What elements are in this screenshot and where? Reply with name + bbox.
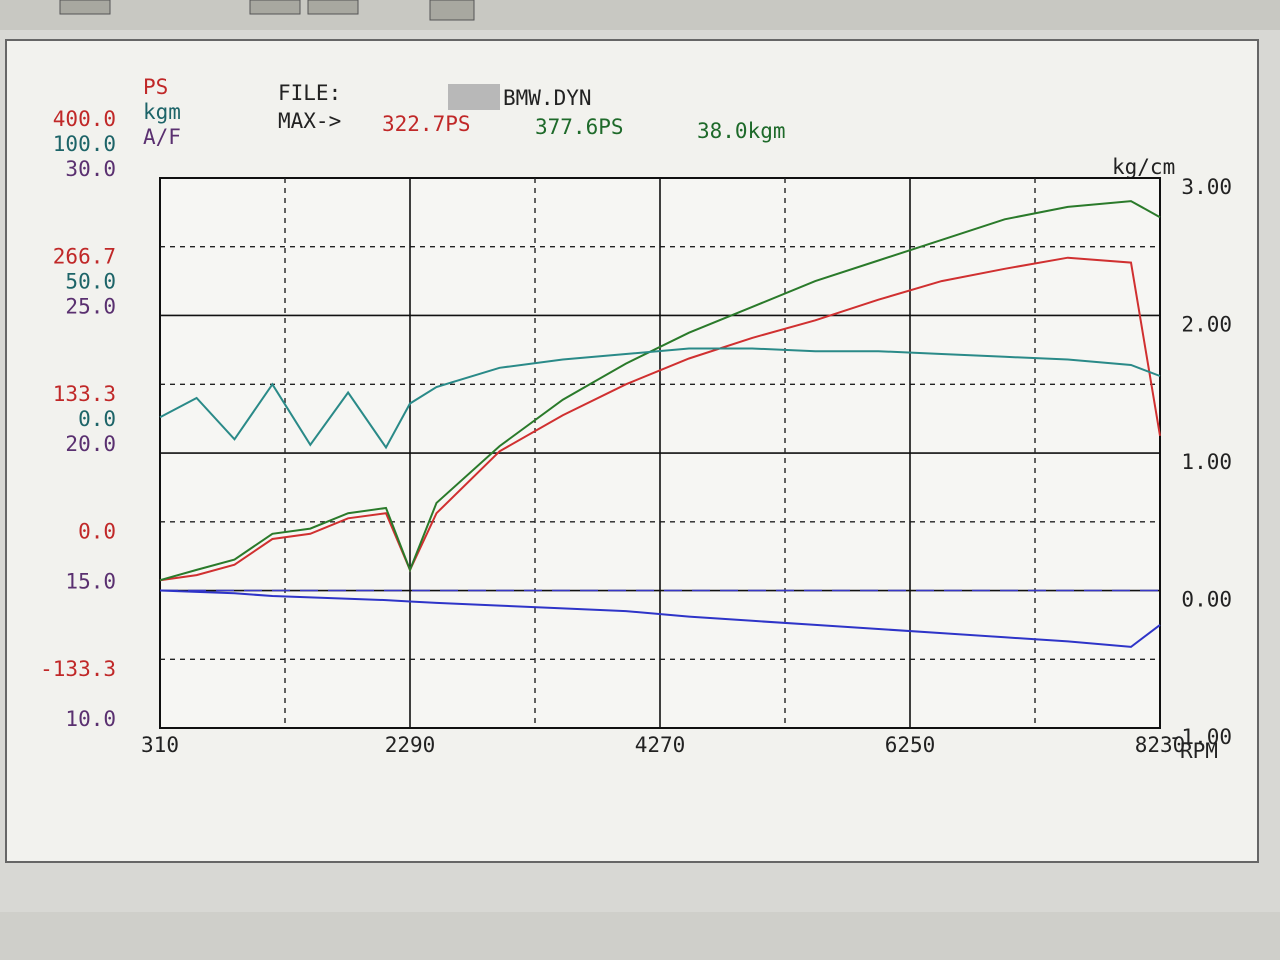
y-tick-label: 133.3	[53, 382, 116, 406]
y-tick-label: 266.7	[53, 244, 116, 268]
y-axis-unit: kgm	[143, 100, 181, 124]
x-tick-label: 2290	[385, 733, 436, 757]
toolbar-button[interactable]	[59, 0, 111, 15]
y-tick-label: 10.0	[65, 707, 116, 731]
blurred-filename	[448, 84, 500, 110]
y2-tick-label: 2.00	[1181, 313, 1232, 337]
y2-axis-label: kg/cm	[1112, 155, 1175, 179]
max-value: 322.7PS	[382, 112, 471, 136]
y-tick-label: 400.0	[53, 107, 116, 131]
series-line	[159, 589, 1161, 648]
x-tick-label: 8230	[1135, 733, 1186, 757]
y-tick-label: 100.0	[53, 132, 116, 156]
x-tick-label: 310	[141, 733, 179, 757]
y2-tick-label: -1.00	[1169, 725, 1232, 749]
max-label: MAX->	[278, 109, 341, 133]
y2-tick-label: 0.00	[1181, 588, 1232, 612]
toolbar-button[interactable]	[429, 0, 475, 21]
y-tick-label: 0.0	[78, 520, 116, 544]
toolbar-button[interactable]	[249, 0, 301, 15]
series-line	[159, 347, 1161, 450]
y-axis-unit: PS	[143, 75, 168, 99]
y-tick-label: 0.0	[78, 407, 116, 431]
y-tick-label: 30.0	[65, 157, 116, 181]
x-axis-label: RPM	[1180, 739, 1218, 763]
file-name: BMW.DYN	[503, 86, 592, 110]
max-value: 377.6PS	[535, 115, 624, 139]
y-tick-label: 25.0	[65, 295, 116, 319]
y-axis-unit: A/F	[143, 125, 181, 149]
max-value: 38.0kgm	[697, 119, 786, 143]
chart: FILE: BMW.DYN MAX-> kg/cm RPM 310 2290 427…	[40, 75, 1232, 763]
y-tick-label: 50.0	[65, 270, 116, 294]
y-tick-label: 20.0	[65, 432, 116, 456]
x-tick-label: 4270	[635, 733, 686, 757]
y-tick-label: 15.0	[65, 570, 116, 594]
x-tick-label: 6250	[885, 733, 936, 757]
series-line	[159, 256, 1161, 582]
file-label: FILE:	[278, 81, 341, 105]
y2-tick-label: 3.00	[1181, 175, 1232, 199]
toolbar	[0, 0, 1280, 30]
y-tick-label: -133.3	[40, 657, 116, 681]
toolbar-button[interactable]	[307, 0, 359, 15]
series-line	[159, 200, 1161, 582]
status-area	[0, 912, 1280, 960]
y2-tick-label: 1.00	[1181, 450, 1232, 474]
